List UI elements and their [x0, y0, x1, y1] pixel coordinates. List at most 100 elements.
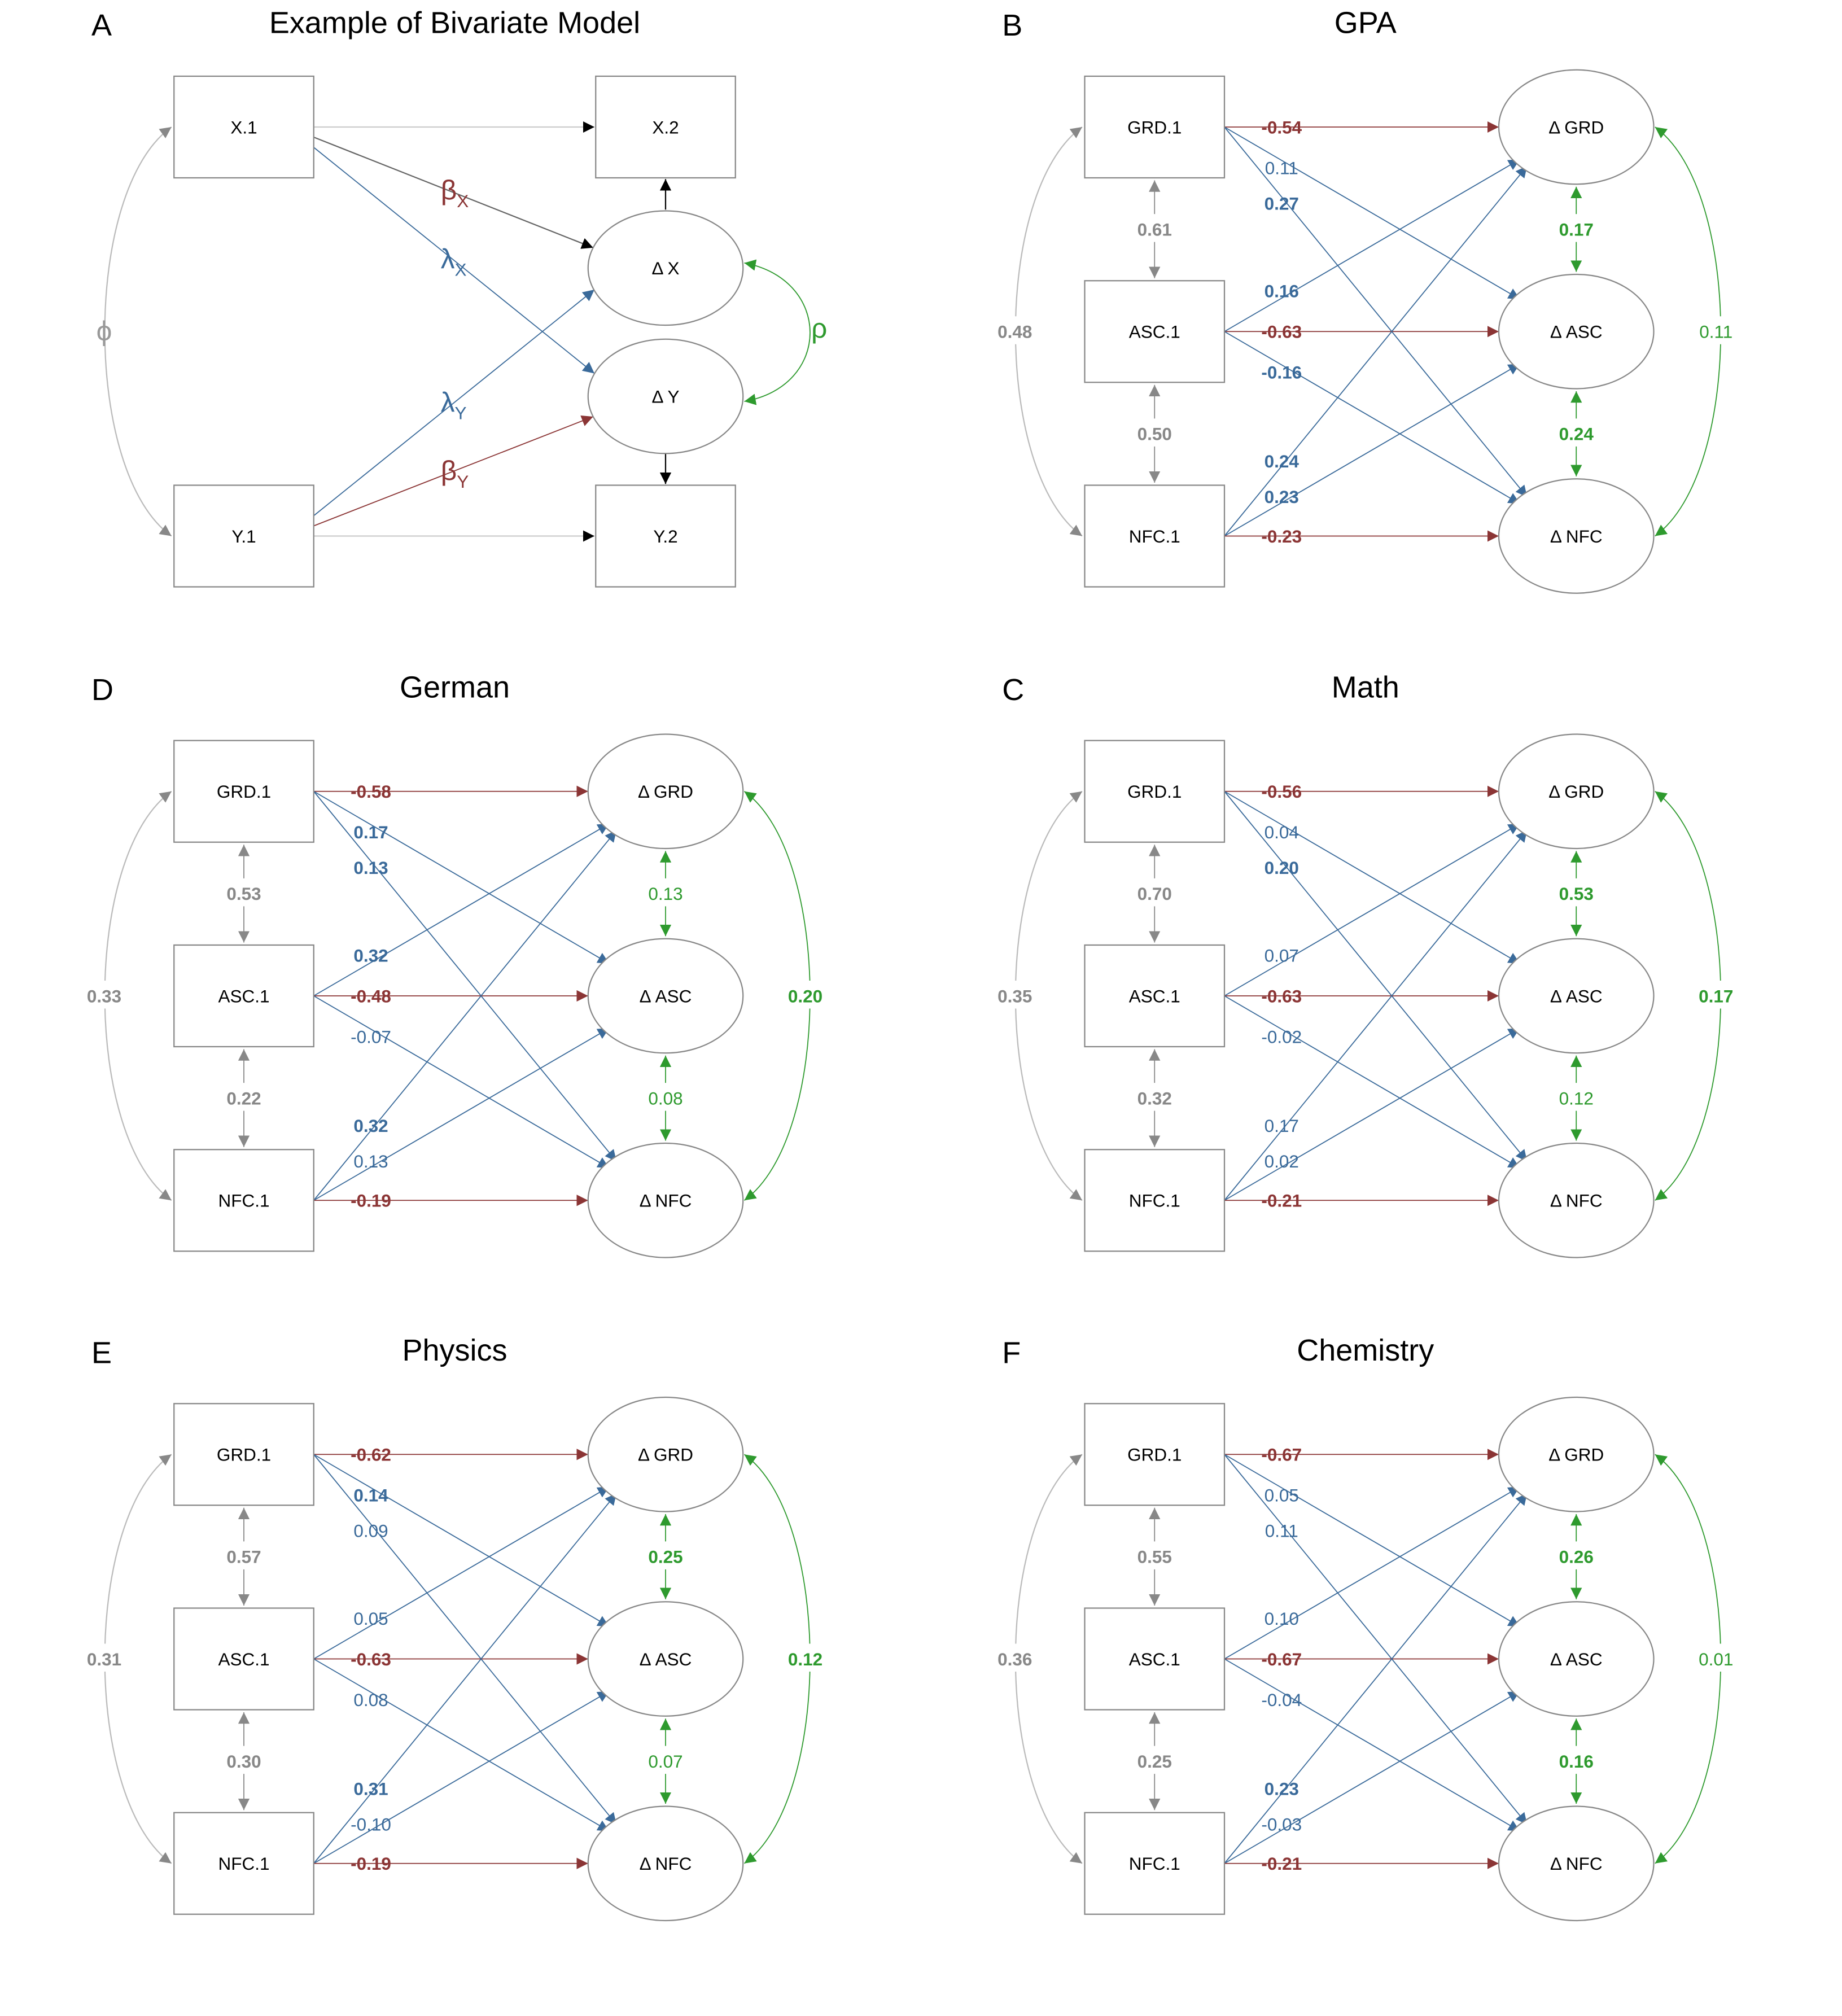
- node-x1-label: X.1: [230, 117, 257, 137]
- node-grd-t1-label: GRD.1: [217, 1445, 271, 1465]
- path-asc-to-delta-grd: [1224, 159, 1520, 333]
- coef-nfc-to-delta-asc: 0.23: [1265, 487, 1299, 507]
- label-backdrop: [780, 1643, 831, 1672]
- node-delta-x-ellipse: [587, 210, 744, 326]
- node-delta-nfc-ellipse: [1498, 1142, 1655, 1258]
- node-delta-nfc-label: Δ NFC: [1550, 526, 1603, 546]
- change-asc_nfc-value: 0.07: [648, 1751, 682, 1772]
- node-x2-box: [595, 75, 736, 179]
- path-grd-to-delta-nfc: [1224, 126, 1528, 498]
- coef-grd-to-delta-nfc: 0.27: [1265, 193, 1299, 213]
- label-backdrop: [989, 1643, 1040, 1672]
- label-backdrop: [1129, 214, 1180, 242]
- node-y2-box: [595, 484, 736, 588]
- stability-grd_nfc-value: 0.36: [997, 1649, 1032, 1669]
- stability-grd_asc-value: 0.53: [226, 884, 261, 904]
- stability-grd_nfc-value: 0.31: [87, 1649, 121, 1669]
- node-grd-t1-label: GRD.1: [217, 781, 271, 802]
- panel-letter: A: [91, 8, 112, 42]
- change-asc_nfc-value: 0.12: [1559, 1088, 1594, 1108]
- node-delta-asc-ellipse: [587, 1601, 744, 1717]
- coef-grd-to-delta-grd: -0.54: [1261, 117, 1302, 137]
- node-grd-t1-label: GRD.1: [1127, 781, 1182, 802]
- stability-layer: 0.53 0.22 0.33: [78, 790, 269, 1201]
- label-backdrop: [640, 1746, 691, 1774]
- node-layer: GRD.1 ASC.1 NFC.1 Δ GRD Δ ASC Δ NFC: [1084, 733, 1655, 1258]
- stability-asc_nfc-value: 0.30: [226, 1751, 261, 1772]
- coef-nfc-to-delta-grd: 0.32: [353, 1116, 388, 1136]
- beta-x-path: [313, 136, 594, 249]
- change-asc_nfc-value: 0.08: [648, 1088, 682, 1108]
- node-grd-t1-label: GRD.1: [1127, 117, 1182, 137]
- node-nfc-t1-label: NFC.1: [1129, 1191, 1180, 1211]
- label-backdrop: [1551, 418, 1602, 447]
- path-grd-to-delta-asc: [1224, 790, 1520, 964]
- label-layer: -0.56 0.04 0.20 0.07 -0.63 -0.02 0.17 0.02 -0.21: [1261, 781, 1302, 1211]
- node-grd-t1-box: [1084, 75, 1226, 179]
- panel-title: Physics: [402, 1333, 507, 1367]
- coef-nfc-to-delta-grd: 0.23: [1265, 1778, 1299, 1799]
- coef-nfc-to-delta-nfc: -0.23: [1261, 526, 1302, 546]
- panel-title: German: [400, 670, 510, 704]
- node-delta-nfc-ellipse: [587, 1805, 744, 1922]
- phi-covariance-curve: [104, 126, 172, 537]
- node-delta-y-label: Δ Y: [651, 386, 679, 406]
- label-backdrop: [1551, 1746, 1602, 1774]
- node-delta-nfc-ellipse: [1498, 478, 1655, 594]
- coef-asc-to-delta-grd: 0.10: [1265, 1608, 1299, 1629]
- change-grd_nfc-value: 0.12: [788, 1649, 822, 1669]
- node-delta-nfc-ellipse: [587, 1142, 744, 1258]
- node-delta-asc-ellipse: [1498, 1601, 1655, 1717]
- coef-nfc-to-delta-grd: 0.17: [1265, 1116, 1299, 1136]
- node-asc-t1-box: [173, 1607, 314, 1711]
- node-delta-asc-ellipse: [1498, 938, 1655, 1054]
- node-delta-asc-ellipse: [1498, 273, 1655, 390]
- label-backdrop: [640, 1083, 691, 1111]
- label-layer: -0.54 0.11 0.27 0.16 -0.63 -0.16 0.24 0.23 -0.23: [1261, 117, 1302, 546]
- node-grd-t1-label: GRD.1: [1127, 1445, 1182, 1465]
- coef-nfc-to-delta-asc: -0.10: [351, 1814, 391, 1834]
- lambda-x-path: [313, 147, 595, 374]
- node-nfc-t1-label: NFC.1: [1129, 526, 1180, 546]
- coef-grd-to-delta-asc: 0.14: [353, 1485, 388, 1506]
- label-backdrop: [78, 1643, 130, 1672]
- coef-grd-to-delta-nfc: 0.13: [353, 858, 388, 878]
- panel-letter: B: [1002, 8, 1022, 42]
- path-layer: [313, 785, 617, 1206]
- coef-asc-to-delta-asc: -0.48: [351, 986, 391, 1006]
- label-backdrop: [1551, 214, 1602, 242]
- node-nfc-t1-box: [1084, 484, 1226, 588]
- panel-title: Chemistry: [1297, 1333, 1434, 1367]
- node-delta-nfc-label: Δ NFC: [640, 1853, 692, 1874]
- panel-e: E Physics 0.57 0.30 0.31 0.25 0.07 0.12 GRD.1 ASC…: [78, 1333, 831, 1922]
- stability-grd_nfc-value: 0.48: [997, 322, 1032, 342]
- coef-nfc-to-delta-nfc: -0.21: [1261, 1853, 1302, 1874]
- path-asc-to-delta-grd: [313, 823, 610, 996]
- label-backdrop: [1551, 1083, 1602, 1111]
- label-layer: -0.67 0.05 0.11 0.10 -0.67 -0.04 0.23 -0.03 -0.2…: [1261, 1445, 1302, 1874]
- coef-grd-to-delta-asc: 0.04: [1265, 822, 1299, 842]
- node-delta-asc-label: Δ ASC: [640, 1649, 692, 1669]
- coef-grd-to-delta-grd: -0.58: [351, 781, 391, 802]
- coef-asc-to-delta-asc: -0.67: [1261, 1649, 1302, 1669]
- coef-grd-to-delta-nfc: 0.20: [1265, 858, 1299, 878]
- path-asc-to-delta-nfc: [313, 1658, 610, 1832]
- path-grd-to-delta-asc: [313, 790, 610, 964]
- stability-asc_nfc-value: 0.32: [1137, 1088, 1172, 1108]
- node-y1-label: Y.1: [231, 526, 256, 546]
- stability-grd_nfc-value: 0.33: [87, 986, 121, 1006]
- node-nfc-t1-label: NFC.1: [1129, 1853, 1180, 1874]
- label-backdrop: [218, 878, 269, 907]
- path-layer: [1224, 1449, 1528, 1869]
- phi-label: ϕ: [97, 316, 112, 347]
- change-asc_nfc-value: 0.24: [1559, 424, 1594, 444]
- stability-layer: 0.70 0.32 0.35: [989, 790, 1180, 1201]
- label-backdrop: [218, 1541, 269, 1569]
- change-asc_nfc-value: 0.16: [1559, 1751, 1594, 1772]
- path-nfc-to-delta-grd: [1224, 1493, 1528, 1864]
- node-nfc-t1-box: [173, 1812, 314, 1915]
- path-nfc-to-delta-asc: [313, 1027, 610, 1201]
- panel-letter: D: [91, 673, 113, 707]
- coef-grd-to-delta-grd: -0.62: [351, 1445, 391, 1465]
